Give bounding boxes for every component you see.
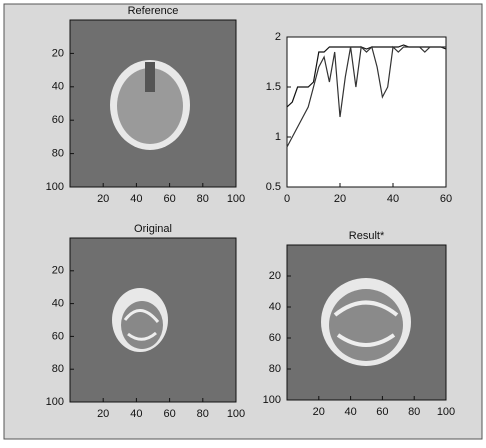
x-tick-label: 80: [408, 406, 420, 418]
x-tick-label: 80: [197, 193, 209, 205]
x-tick-label: 40: [130, 193, 142, 205]
y-tick-label: 40: [269, 301, 281, 313]
x-tick-label: 100: [227, 193, 245, 205]
y-tick-label: 40: [52, 298, 64, 310]
axes-title: Original: [134, 223, 172, 235]
y-tick-label: 1.5: [266, 81, 281, 93]
y-tick-label: 100: [46, 181, 64, 193]
y-tick-label: 1: [275, 131, 281, 143]
x-tick-label: 60: [376, 406, 388, 418]
y-tick-label: 20: [52, 265, 64, 277]
axes-box: [286, 244, 447, 401]
y-tick-label: 80: [52, 148, 64, 160]
x-tick-label: 0: [284, 193, 290, 205]
x-tick-label: 40: [130, 408, 142, 420]
brain-result: [321, 278, 411, 366]
x-tick-label: 100: [227, 408, 245, 420]
x-tick-label: 20: [334, 193, 346, 205]
y-tick-label: 60: [269, 332, 281, 344]
y-tick-label: 20: [269, 270, 281, 282]
x-tick-label: 20: [97, 408, 109, 420]
y-tick-label: 40: [52, 81, 64, 93]
y-tick-label: 60: [52, 114, 64, 126]
axes-title: Result*: [349, 230, 385, 242]
y-tick-label: 100: [46, 396, 64, 408]
plot-area: [287, 37, 446, 187]
y-tick-label: 100: [263, 394, 281, 406]
axes-box: [69, 237, 237, 403]
axes-title: Reference: [128, 5, 179, 17]
y-tick-label: 20: [52, 47, 64, 59]
brain-original: [112, 288, 168, 352]
x-tick-label: 20: [313, 406, 325, 418]
x-tick-label: 40: [387, 193, 399, 205]
x-tick-label: 100: [437, 406, 455, 418]
y-tick-label: 60: [52, 330, 64, 342]
x-tick-label: 80: [197, 408, 209, 420]
axes-box: [69, 19, 237, 188]
y-tick-label: 80: [52, 363, 64, 375]
data-line: [286, 45, 446, 148]
x-tick-label: 60: [163, 408, 175, 420]
y-tick-label: 2: [275, 31, 281, 43]
x-tick-label: 20: [97, 193, 109, 205]
x-tick-label: 40: [344, 406, 356, 418]
x-tick-label: 60: [440, 193, 452, 205]
axes-box: [286, 36, 447, 188]
brain-reference: [110, 60, 190, 150]
y-tick-label: 0.5: [266, 181, 281, 193]
x-tick-label: 60: [163, 193, 175, 205]
y-tick-label: 80: [269, 363, 281, 375]
